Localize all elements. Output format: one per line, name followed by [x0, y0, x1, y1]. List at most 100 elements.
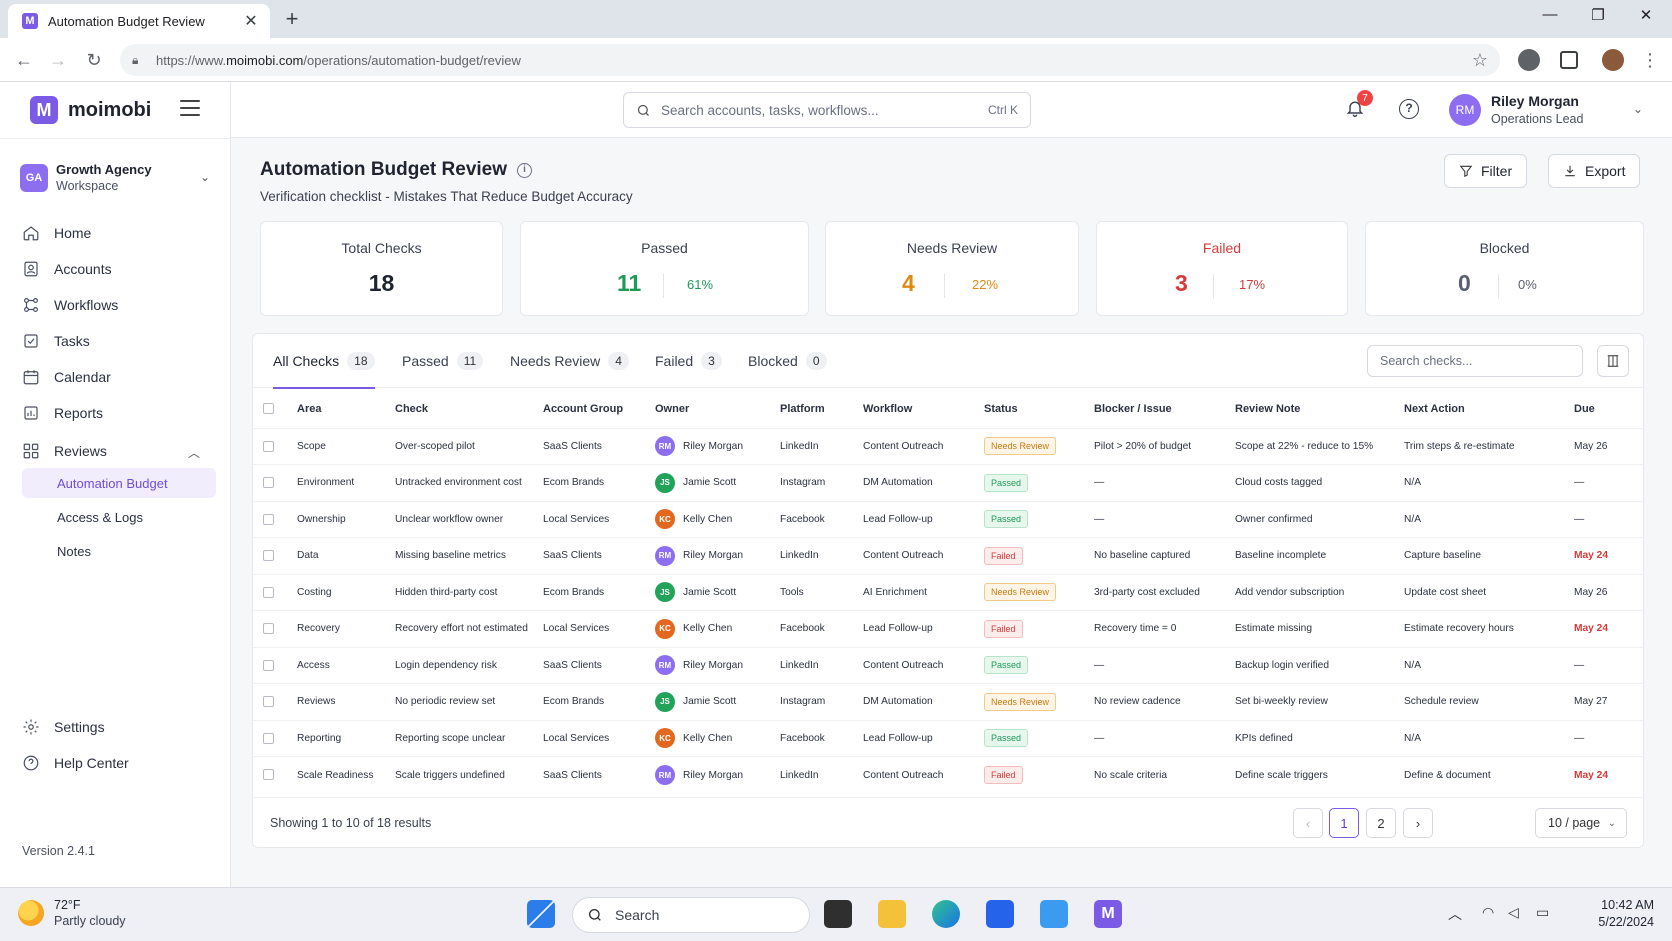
- column-settings-button[interactable]: [1597, 345, 1629, 377]
- column-header[interactable]: Blocker / Issue: [1094, 402, 1172, 415]
- page-button-1[interactable]: 1: [1329, 808, 1359, 838]
- store-icon[interactable]: [986, 900, 1014, 928]
- clock-date: 5/22/2024: [1598, 915, 1654, 929]
- workspace-switcher[interactable]: GA Growth Agency Workspace ⌄: [20, 158, 210, 198]
- table-row[interactable]: Scope Over-scoped pilot SaaS Clients RM Rile…: [253, 427, 1645, 465]
- sidebar-item-calendar[interactable]: Calendar: [22, 362, 212, 392]
- window-close-icon[interactable]: ✕: [1639, 7, 1653, 24]
- column-header[interactable]: Platform: [780, 402, 825, 415]
- table-row[interactable]: Reviews No periodic review set Ecom Brands…: [253, 683, 1645, 720]
- user-menu[interactable]: RM Riley Morgan Operations Lead: [1449, 92, 1583, 128]
- row-checkbox[interactable]: [263, 659, 274, 671]
- restore-icon[interactable]: ❐: [1591, 7, 1605, 24]
- notifications-button[interactable]: 7: [1345, 90, 1373, 120]
- taskbar-search[interactable]: Search: [572, 897, 810, 933]
- table-row[interactable]: Ownership Unclear workflow owner Local Ser…: [253, 500, 1645, 538]
- volume-icon[interactable]: ◁: [1508, 904, 1519, 920]
- bookmark-star-icon[interactable]: ☆: [1471, 50, 1488, 70]
- sidebar-item-settings[interactable]: Settings: [22, 712, 212, 742]
- sidebar-item-help-center[interactable]: Help Center: [22, 748, 212, 778]
- column-header[interactable]: Review Note: [1235, 402, 1301, 415]
- sidebar-subitem-access-logs[interactable]: Access & Logs: [57, 509, 143, 525]
- system-clock[interactable]: 10:42 AM 5/22/2024: [1584, 897, 1654, 931]
- sidebar-item-home[interactable]: Home: [22, 218, 212, 248]
- tray-chevron-icon[interactable]: ︿: [1448, 906, 1462, 922]
- profile-avatar-icon[interactable]: [1602, 49, 1624, 71]
- file-explorer-icon[interactable]: [878, 900, 906, 928]
- page-button-2[interactable]: 2: [1366, 808, 1396, 838]
- row-checkbox[interactable]: [263, 550, 274, 562]
- filter-button[interactable]: Filter: [1444, 154, 1528, 188]
- row-checkbox[interactable]: [263, 477, 274, 489]
- cell-platform: LinkedIn: [774, 427, 857, 465]
- forward-icon[interactable]: →: [49, 50, 67, 70]
- table-row[interactable]: Costing Hidden third-party cost Ecom Brand…: [253, 573, 1645, 611]
- menu-toggle-icon[interactable]: [180, 100, 200, 116]
- next-page-button[interactable]: ›: [1403, 808, 1433, 838]
- row-checkbox[interactable]: [263, 769, 274, 781]
- cell-account-group: Local Services: [537, 719, 649, 757]
- row-checkbox[interactable]: [263, 732, 274, 744]
- row-checkbox[interactable]: [263, 586, 274, 598]
- tab-failed[interactable]: Failed 3: [655, 334, 722, 388]
- table-row[interactable]: Scale Readiness Scale triggers undefined S…: [253, 756, 1645, 793]
- column-header[interactable]: Status: [984, 402, 1018, 415]
- browser-tab[interactable]: M Automation Budget Review ✕: [8, 4, 270, 38]
- column-header[interactable]: Area: [297, 402, 322, 415]
- tab-all-checks[interactable]: All Checks 18: [273, 334, 375, 389]
- sidebar-item-tasks[interactable]: Tasks: [22, 326, 212, 356]
- sidebar-item-reports[interactable]: Reports: [22, 398, 212, 428]
- start-icon[interactable]: [527, 900, 555, 928]
- sidebar-item-workflows[interactable]: Workflows: [22, 290, 212, 320]
- row-checkbox[interactable]: [263, 623, 274, 635]
- row-checkbox[interactable]: [263, 513, 274, 525]
- sidebar-item-accounts[interactable]: Accounts: [22, 254, 212, 284]
- weather-widget[interactable]: 72°F Partly cloudy: [18, 897, 126, 929]
- sidepanel-icon[interactable]: [1560, 51, 1578, 69]
- sidebar-subitem-notes[interactable]: Notes: [57, 543, 91, 559]
- column-header[interactable]: Check: [395, 402, 429, 415]
- export-button[interactable]: Export: [1548, 154, 1641, 188]
- new-tab-icon[interactable]: +: [285, 6, 299, 31]
- table-row[interactable]: Environment Untracked environment cost Eco…: [253, 464, 1645, 501]
- edge-browser-icon[interactable]: [932, 900, 960, 928]
- table-row[interactable]: Data Missing baseline metrics SaaS Clients…: [253, 537, 1645, 574]
- cell-check: Missing baseline metrics: [389, 537, 537, 574]
- table-row[interactable]: Access Login dependency risk SaaS Clients R…: [253, 646, 1645, 684]
- row-checkbox[interactable]: [263, 440, 274, 452]
- task-view-icon[interactable]: [824, 900, 852, 928]
- column-header[interactable]: Owner: [655, 402, 690, 415]
- global-search-input[interactable]: Search accounts, tasks, workflows... Ctr…: [623, 92, 1031, 128]
- tab-blocked[interactable]: Blocked 0: [748, 334, 827, 388]
- url-field[interactable]: 🔒︎ https://www.moimobi.com/operations/au…: [120, 44, 1500, 76]
- help-icon[interactable]: ?: [1399, 99, 1419, 119]
- column-header[interactable]: Next Action: [1404, 402, 1465, 415]
- moimobi-app-icon[interactable]: M: [1094, 900, 1122, 928]
- chat-icon[interactable]: [1040, 900, 1068, 928]
- sidebar-item-reviews[interactable]: Reviews ︿: [22, 436, 212, 466]
- extension-icon[interactable]: [1518, 49, 1540, 71]
- table-row[interactable]: Recovery Recovery effort not estimated Loc…: [253, 610, 1645, 647]
- close-tab-icon[interactable]: ✕: [244, 13, 258, 30]
- prev-page-button[interactable]: ‹: [1293, 808, 1323, 838]
- column-header[interactable]: Due: [1574, 402, 1595, 415]
- back-icon[interactable]: ←: [15, 50, 33, 70]
- brand-logo[interactable]: M moimobi: [30, 96, 151, 124]
- battery-icon[interactable]: ▭: [1536, 904, 1550, 920]
- tab-passed[interactable]: Passed 11: [402, 334, 484, 388]
- column-header[interactable]: Workflow: [863, 402, 913, 415]
- column-header[interactable]: Account Group: [543, 402, 624, 415]
- wifi-icon[interactable]: ◠: [1482, 904, 1495, 920]
- reload-icon[interactable]: ↻: [86, 50, 102, 70]
- sidebar-subitem-automation-budget[interactable]: Automation Budget: [22, 468, 216, 498]
- per-page-select[interactable]: 10 / page ⌄: [1535, 808, 1627, 838]
- table-search-input[interactable]: Search checks...: [1367, 345, 1583, 377]
- table-row[interactable]: Reporting Reporting scope unclear Local Se…: [253, 719, 1645, 757]
- row-checkbox[interactable]: [263, 696, 274, 708]
- chevron-down-icon[interactable]: ⌄: [1633, 102, 1644, 116]
- tab-needs-review[interactable]: Needs Review 4: [510, 334, 629, 388]
- info-icon[interactable]: i: [517, 162, 533, 178]
- minimize-icon[interactable]: —: [1542, 6, 1558, 23]
- select-all-checkbox[interactable]: [263, 403, 274, 415]
- browser-menu-icon[interactable]: ⋮: [1641, 50, 1659, 70]
